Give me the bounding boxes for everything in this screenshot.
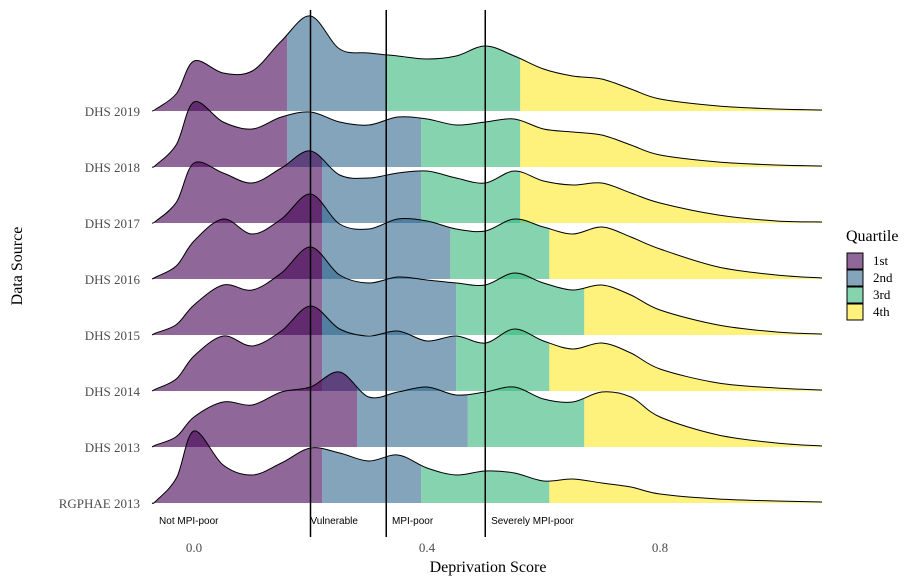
legend-swatch-2nd: [846, 269, 864, 287]
ridge-band-q1: [152, 15, 288, 111]
ridge-outline: [151, 15, 823, 112]
annotation-not-mpi-poor: Not MPI-poor: [159, 516, 219, 527]
annotation-mpi-poor: MPI-poor: [392, 516, 434, 527]
threshold-annotations: Not MPI-poor Vulnerable MPI-poor Severely M…: [159, 516, 575, 527]
legend-swatch-1st: [846, 252, 864, 270]
threshold-lines: [309, 10, 486, 537]
x-tick-labels: 0.0 0.4 0.8: [186, 540, 668, 555]
ridge-outline: [151, 371, 823, 448]
ridge-outline: [151, 430, 823, 504]
legend-label-1st: 1st: [873, 253, 889, 268]
legend-swatch-4th: [846, 303, 864, 321]
x-tick-label: 0.0: [186, 540, 202, 555]
x-tick-label: 0.4: [419, 540, 436, 555]
y-tick-label: DHS 2019: [85, 104, 140, 119]
y-axis-title: Data Source: [9, 227, 26, 306]
x-tick-label: 0.8: [652, 540, 668, 555]
ridge-outline: [151, 305, 823, 392]
ridge-band-q3: [386, 15, 521, 111]
ridge-outline: [151, 101, 823, 168]
y-tick-label: DHS 2016: [85, 272, 141, 287]
y-tick-label: RGPHAE 2013: [59, 496, 140, 511]
y-tick-label: DHS 2018: [85, 160, 140, 175]
ridge-band-q2: [287, 15, 387, 111]
y-tick-labels: RGPHAE 2013 DHS 2013 DHS 2014 DHS 2015 DHS 2…: [59, 104, 141, 511]
ridge-outline: [151, 150, 823, 224]
y-tick-label: DHS 2017: [85, 216, 141, 231]
ridge-band-q4: [520, 15, 822, 111]
annotation-severely-mpi-poor: Severely MPI-poor: [491, 516, 574, 527]
x-axis-title: Deprivation Score: [430, 559, 547, 576]
legend-label-3rd: 3rd: [873, 287, 891, 302]
legend-label-2nd: 2nd: [873, 270, 893, 285]
legend: Quartile 1st 2nd 3rd 4th: [846, 228, 898, 321]
ridges-layer: [151, 15, 823, 504]
y-tick-label: DHS 2014: [85, 384, 141, 399]
y-tick-label: DHS 2015: [85, 328, 140, 343]
ridge-dhs-2019: [151, 15, 823, 112]
y-tick-label: DHS 2013: [85, 440, 140, 455]
ridge-outline: [151, 193, 823, 280]
annotation-vulnerable: Vulnerable: [311, 516, 359, 527]
legend-label-4th: 4th: [873, 304, 890, 319]
legend-title: Quartile: [846, 228, 898, 245]
ridge-outline: [151, 246, 823, 336]
legend-swatch-3rd: [846, 286, 864, 304]
